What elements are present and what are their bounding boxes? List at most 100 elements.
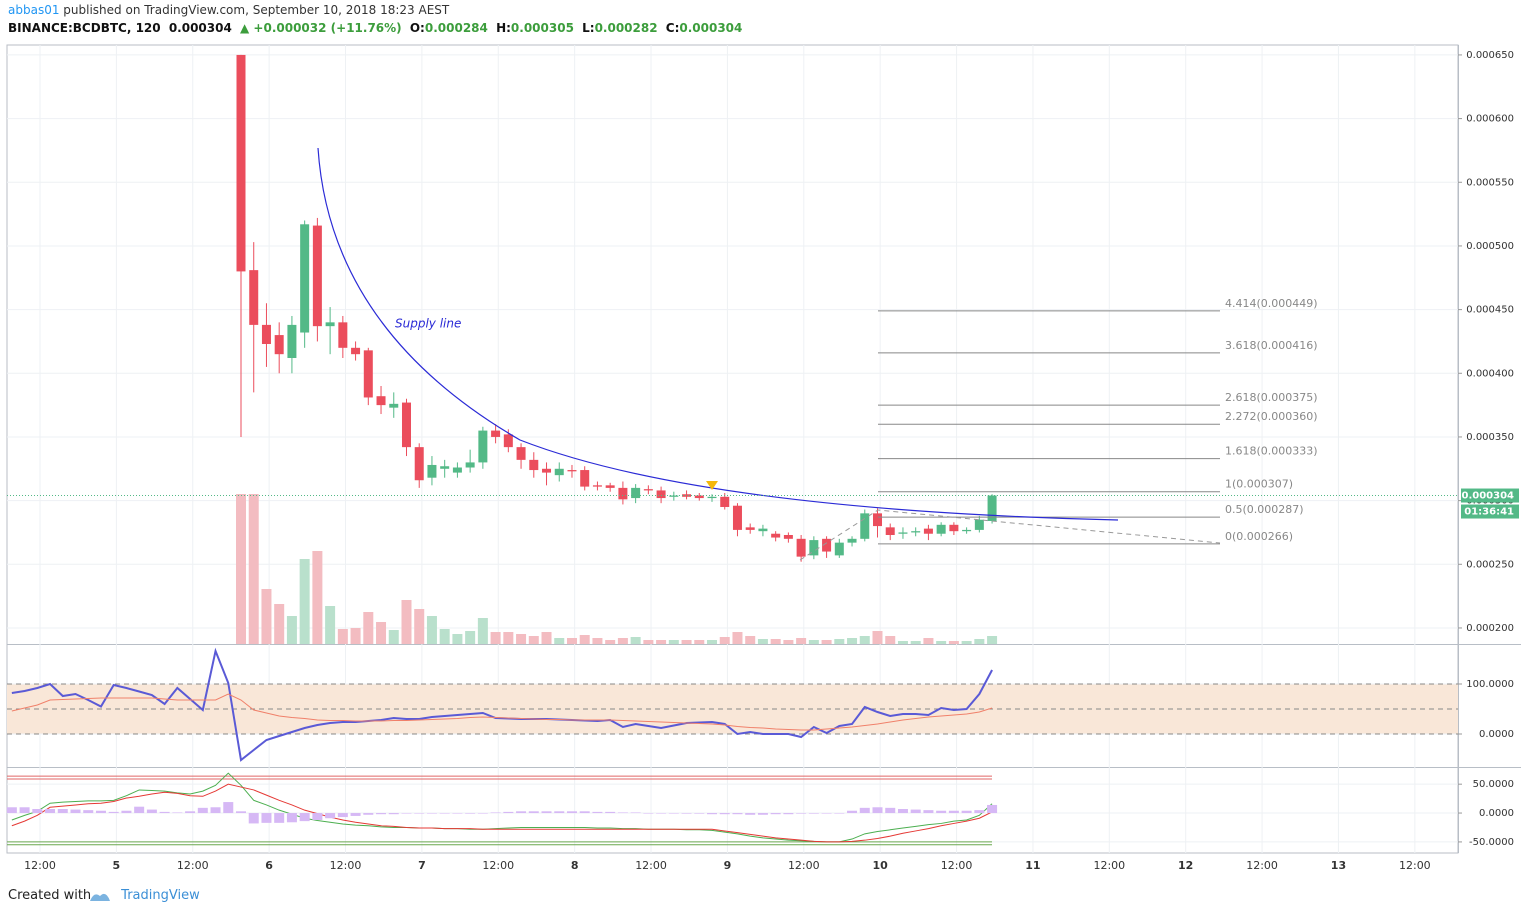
candle-body	[580, 470, 590, 487]
histogram-bar	[834, 813, 845, 814]
candle-body	[796, 538, 806, 557]
candle-body	[274, 335, 284, 355]
l-value: 0.000282	[594, 21, 658, 35]
histogram-bar	[821, 813, 832, 814]
candle-body	[618, 487, 628, 500]
volume-bar	[350, 628, 361, 644]
volume-bar	[757, 639, 768, 644]
histogram-bar	[516, 811, 527, 814]
histogram-bar	[401, 813, 412, 814]
candle-body	[554, 468, 564, 476]
histogram-bar	[134, 806, 145, 814]
histogram-bar	[617, 812, 628, 814]
volume-bar	[490, 632, 501, 644]
volume-bar	[770, 639, 781, 644]
candle-body	[427, 464, 437, 478]
candle-body	[491, 430, 501, 437]
c-label: C:	[665, 21, 680, 35]
volume-bar	[923, 638, 934, 644]
candle-body	[974, 519, 984, 530]
candle-body	[338, 322, 348, 348]
candle-body	[631, 487, 641, 499]
histogram-bar	[757, 813, 768, 815]
histogram-bar	[643, 813, 654, 814]
volume-bar	[745, 636, 756, 644]
histogram-bar	[299, 813, 310, 822]
histogram-bar	[885, 807, 896, 814]
countdown: 01:36:41	[1464, 507, 1514, 518]
histogram-bar	[223, 802, 234, 814]
y-tick-label: 0.000500	[1466, 241, 1514, 252]
volume-bar	[426, 616, 437, 644]
histogram-bar	[566, 811, 577, 814]
fib-label: 3.618(0.000416)	[1225, 339, 1318, 352]
candle-body	[962, 529, 972, 532]
fib-label: 1.618(0.000333)	[1225, 445, 1318, 458]
volume-bar	[808, 640, 819, 644]
volume-bar	[948, 641, 959, 644]
histogram-bar	[465, 813, 476, 814]
volume-bar	[910, 641, 921, 644]
candle-body	[363, 350, 373, 398]
volume-bar	[401, 600, 412, 644]
candle-body	[567, 470, 577, 472]
histogram-bar	[172, 812, 183, 814]
candle-body	[911, 531, 921, 533]
histogram-bar	[274, 813, 285, 823]
h-value: 0.000305	[510, 21, 574, 35]
author[interactable]: abbas01	[8, 3, 60, 17]
histogram-bar	[745, 813, 756, 815]
histogram-bar	[121, 810, 132, 814]
candle-body	[783, 534, 793, 539]
candle-body	[873, 513, 882, 527]
x-tick-label: 8	[571, 859, 579, 872]
volume-bar	[885, 636, 896, 644]
published: published on TradingView.com, September …	[63, 3, 450, 17]
histogram-bar	[923, 810, 934, 814]
fib-label: 1(0.000307)	[1225, 478, 1293, 491]
histogram-bar	[897, 809, 908, 814]
volume-bar	[579, 635, 590, 644]
histogram-bar	[707, 813, 718, 815]
histogram-bar	[197, 807, 208, 814]
histogram-bar	[159, 811, 170, 814]
histogram-bar	[108, 811, 119, 814]
histogram-bar	[452, 813, 463, 814]
volume-bar	[834, 639, 845, 644]
o-label: O:	[409, 21, 425, 35]
indicator-line	[11, 783, 993, 843]
fib-label: 4.414(0.000449)	[1225, 297, 1318, 310]
x-tick-label: 12:00	[330, 859, 362, 872]
annotation: Supply line	[395, 317, 461, 331]
histogram-bar	[236, 811, 246, 814]
x-tick-label: 5	[113, 859, 121, 872]
publish-line: abbas01 published on TradingView.com, Se…	[8, 3, 453, 17]
candle-body	[694, 495, 704, 499]
volume-bar	[643, 640, 654, 644]
histogram-bar	[210, 807, 221, 814]
y-tick-label: 0.0000	[1479, 808, 1514, 819]
histogram-bar	[859, 807, 870, 814]
candle-body	[440, 466, 450, 469]
candle-body	[414, 447, 424, 481]
histogram-bar	[987, 804, 998, 814]
chart: 4.414(0.000449) 3.618(0.000416) 2.618(0.00…	[6, 44, 1521, 872]
volume-bar	[681, 640, 692, 644]
volume-bar	[312, 551, 323, 644]
volume-bar	[859, 636, 870, 644]
histogram-bar	[350, 813, 361, 816]
created-with: Created with	[8, 888, 92, 903]
y-tick-label: 0.000350	[1466, 432, 1514, 443]
volume-bar	[872, 631, 883, 644]
y-tick-label: 0.0000	[1479, 729, 1514, 740]
histogram-bar	[337, 813, 348, 818]
price-badge	[1461, 488, 1519, 503]
histogram-bar	[312, 813, 323, 820]
logo	[90, 893, 110, 901]
y-tick-label: 0.000550	[1466, 177, 1514, 188]
volume-bar	[236, 494, 246, 644]
brand[interactable]: TradingView	[121, 888, 200, 903]
candle-body	[949, 524, 959, 532]
volume-bar	[566, 638, 577, 644]
candle-body	[809, 540, 819, 556]
